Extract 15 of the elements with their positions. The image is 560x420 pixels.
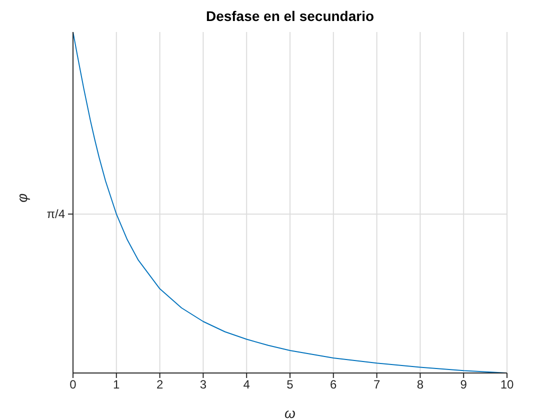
x-tick-label: 1: [113, 378, 120, 392]
x-tick-label: 3: [200, 378, 207, 392]
x-axis-title: ω: [284, 405, 296, 420]
x-tick-label: 9: [460, 378, 468, 392]
ref-line-label: π/4: [46, 207, 66, 222]
x-tick-label: 7: [373, 378, 380, 392]
x-tick-label: 0: [70, 378, 77, 392]
x-tick-label: 2: [156, 378, 164, 392]
x-tick-label: 10: [500, 378, 514, 392]
x-tick-label: 6: [330, 378, 338, 392]
x-tick-label: 5: [286, 378, 294, 392]
x-tick-label: 8: [416, 378, 424, 392]
x-tick-label: 4: [243, 378, 250, 392]
chart-title: Desfase en el secundario: [204, 8, 376, 24]
y-axis-title: φ: [14, 193, 30, 202]
